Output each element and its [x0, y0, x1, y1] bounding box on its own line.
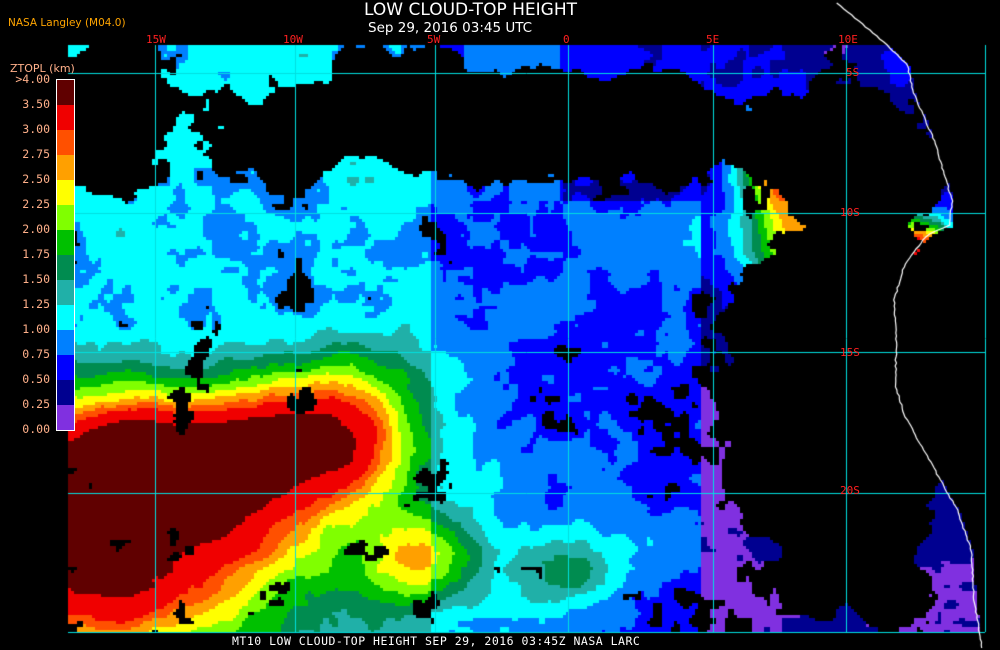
legend-tick-label: 0.50 — [22, 372, 50, 386]
legend-tick-label: >4.00 — [15, 72, 50, 86]
latitude-label: 5S — [846, 66, 860, 79]
legend-tick-label: 2.00 — [22, 222, 50, 236]
credit-label: NASA Langley (M04.0) — [8, 17, 126, 29]
color-swatch — [57, 405, 74, 430]
longitude-label: 10W — [283, 33, 303, 46]
color-swatch — [57, 330, 74, 355]
longitude-label: 10E — [838, 33, 858, 46]
color-swatch — [57, 105, 74, 130]
latitude-label: 10S — [840, 206, 860, 219]
color-swatch — [57, 280, 74, 305]
legend-tick-label: 3.50 — [22, 97, 50, 111]
color-swatch — [57, 230, 74, 255]
longitude-label: 5E — [706, 33, 720, 46]
legend-tick-label: 1.25 — [22, 297, 50, 311]
legend-tick-label: 0.75 — [22, 347, 50, 361]
legend-tick-label: 2.25 — [22, 197, 50, 211]
color-swatch — [57, 205, 74, 230]
timestamp: Sep 29, 2016 03:45 UTC — [368, 20, 533, 36]
color-swatch — [57, 255, 74, 280]
color-swatch — [57, 130, 74, 155]
color-swatch — [57, 180, 74, 205]
legend-tick-label: 0.00 — [22, 422, 50, 436]
page-title: LOW CLOUD-TOP HEIGHT — [364, 0, 577, 20]
latitude-label: 15S — [840, 346, 860, 359]
legend-tick-label: 2.75 — [22, 147, 50, 161]
color-swatch — [57, 380, 74, 405]
legend-tick-label: 1.00 — [22, 322, 50, 336]
legend-tick-label: 1.75 — [22, 247, 50, 261]
legend-tick-label: 2.50 — [22, 172, 50, 186]
longitude-label: 15W — [146, 33, 166, 46]
color-swatch — [57, 155, 74, 180]
color-swatch — [57, 80, 74, 105]
color-swatch — [57, 355, 74, 380]
legend-tick-label: 0.25 — [22, 397, 50, 411]
longitude-label: 0 — [563, 33, 570, 46]
latitude-label: 20S — [840, 484, 860, 497]
color-legend — [56, 79, 75, 431]
color-swatch — [57, 305, 74, 330]
footer-caption: MT10 LOW CLOUD-TOP HEIGHT SEP 29, 2016 0… — [232, 634, 641, 648]
legend-tick-label: 1.50 — [22, 272, 50, 286]
legend-unit-label: ZTOPL (km) — [10, 62, 75, 75]
longitude-label: 5W — [427, 33, 441, 46]
legend-tick-label: 3.00 — [22, 122, 50, 136]
